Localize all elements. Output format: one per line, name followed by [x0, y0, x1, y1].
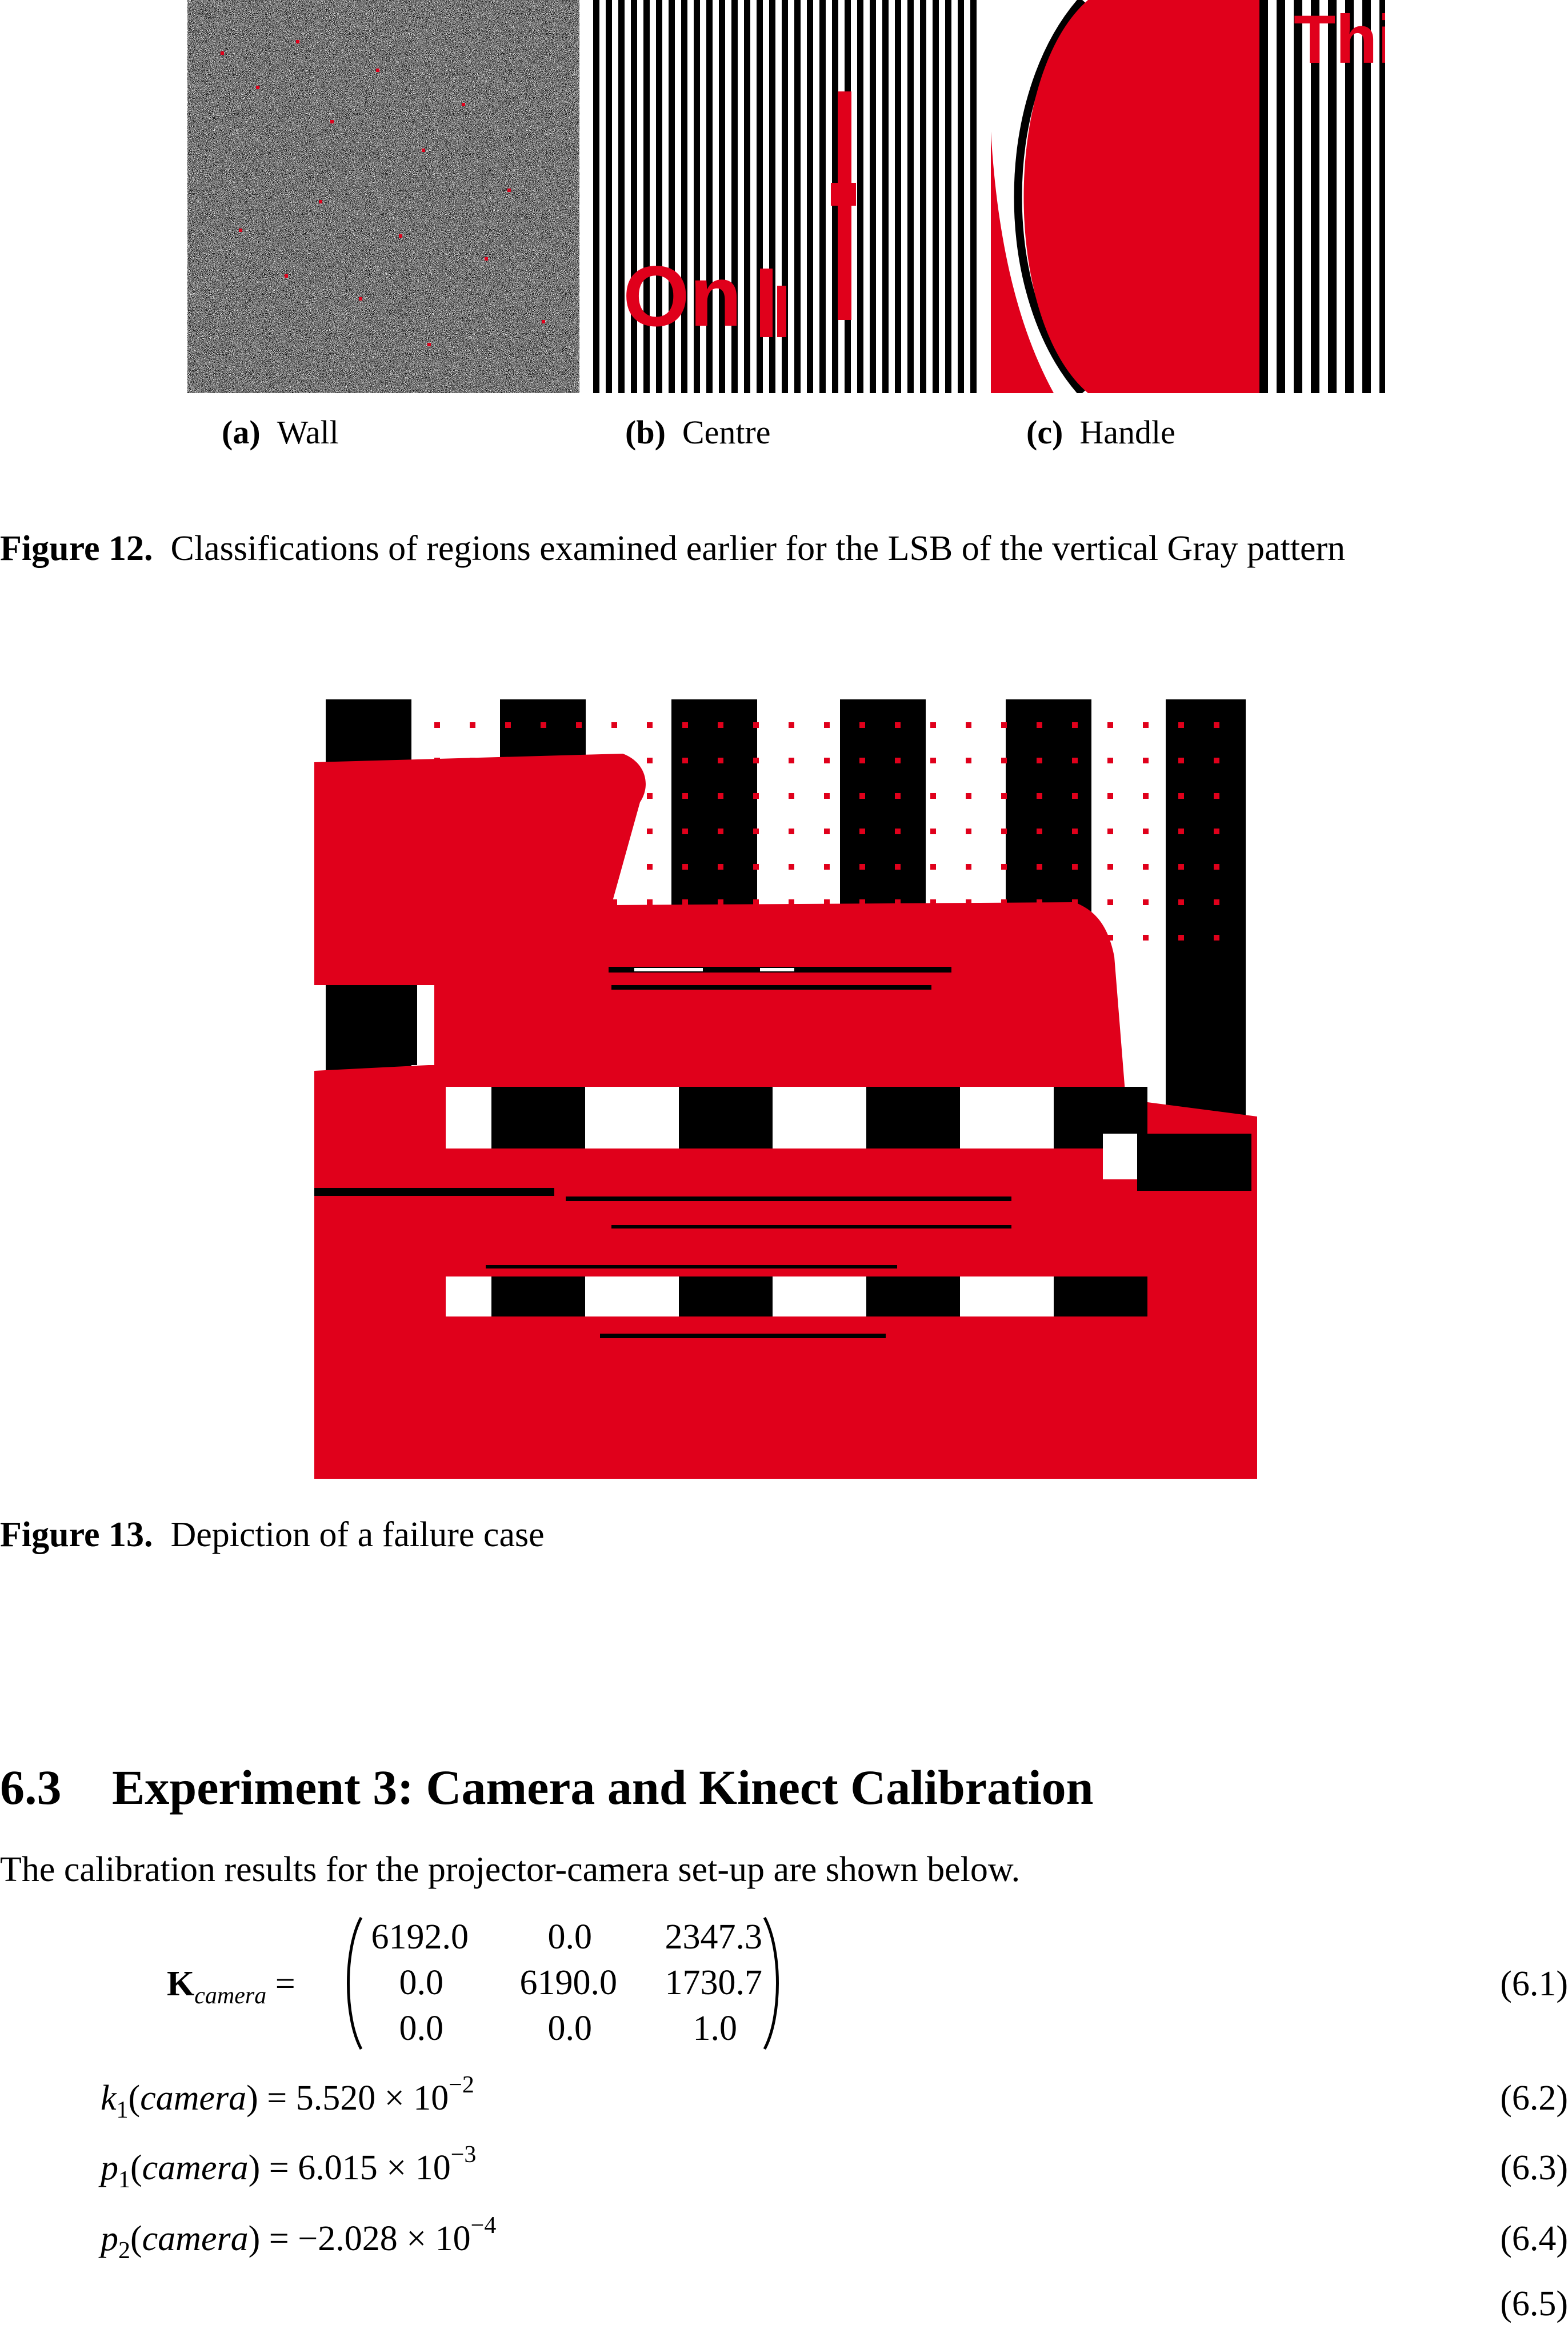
k1-value: 5.520: [295, 2079, 376, 2118]
subcaption-b-label: (b): [625, 414, 666, 451]
section-intro: The calibration results for the projecto…: [0, 1850, 1021, 1889]
figure-12: On Thi (a) Wall (b) Centre (c) Handle: [0, 0, 1568, 457]
wall-panel: [187, 0, 579, 393]
p1-symbol: p: [101, 2148, 118, 2187]
centre-red-text: On: [623, 248, 742, 344]
k1-subscript: 1: [116, 2097, 129, 2123]
equation-6-1-lhs: Kcamera =: [167, 1964, 295, 2009]
p2-exponent: −4: [470, 2212, 497, 2239]
figure-13-caption-label: Figure 13.: [0, 1515, 153, 1554]
k1-exponent: −2: [449, 2072, 474, 2098]
section-heading: 6.3 Experiment 3: Camera and Kinect Calib…: [0, 1759, 1093, 1816]
matrix-cell: 0.0: [547, 1918, 593, 1956]
equation-number-6-2: (6.2): [1500, 2079, 1568, 2118]
matrix-brackets: [347, 1916, 779, 2050]
figure-12-caption: Figure 12. Classifications of regions ex…: [0, 527, 1345, 570]
k-matrix-subscript: camera: [194, 1983, 267, 2009]
equation-number-6-3: (6.3): [1500, 2148, 1568, 2187]
equation-6-4: p2(camera) = −2.028 × 10−4: [101, 2212, 497, 2264]
handle-panel: Thi: [991, 0, 1385, 393]
subcaption-c-text: Handle: [1079, 414, 1175, 451]
p1-argument: camera: [142, 2148, 249, 2187]
handle-classification-image: Thi: [991, 0, 1385, 393]
equation-number-6-1: (6.1): [1500, 1964, 1568, 2003]
figure-13-caption-text: Depiction of a failure case: [170, 1515, 545, 1554]
matrix-cell: 0.0: [399, 2009, 444, 2048]
subcaption-b: (b) Centre: [625, 413, 771, 453]
p1-exponent: −3: [450, 2142, 477, 2168]
failure-case-image: [314, 699, 1257, 1479]
equation-number-6-4: (6.4): [1500, 2219, 1568, 2258]
p2-subscript: 2: [118, 2238, 130, 2264]
figure-12-caption-label: Figure 12.: [0, 529, 153, 568]
matrix-cell: 6192.0: [371, 1918, 469, 1956]
camera-intrinsic-matrix: 6192.0 0.0 2347.3 0.0 6190.0 1730.7 0.0 …: [343, 1915, 783, 2051]
subcaption-c-label: (c): [1026, 414, 1063, 451]
figure-12-caption-text: Classifications of regions examined earl…: [170, 529, 1346, 568]
subcaption-b-text: Centre: [682, 414, 771, 451]
figure-13-caption: Figure 13. Depiction of a failure case: [0, 1513, 545, 1556]
matrix-cell: 1.0: [693, 2009, 738, 2048]
matrix-cell: 6190.0: [519, 1963, 618, 2002]
equation-6-3: p1(camera) = 6.015 × 10−3: [101, 2142, 477, 2193]
p1-subscript: 1: [118, 2167, 130, 2193]
p1-value: 6.015: [298, 2148, 378, 2187]
section-number: 6.3: [0, 1760, 62, 1815]
matrix-cell: 0.0: [399, 1963, 444, 2002]
matrix-cell: 1730.7: [665, 1963, 763, 2002]
p2-symbol: p: [101, 2219, 118, 2258]
handle-red-text: Thi: [1294, 1, 1385, 78]
subcaption-c: (c) Handle: [1026, 413, 1175, 453]
k1-argument: camera: [140, 2079, 247, 2118]
section-title: Experiment 3: Camera and Kinect Calibrat…: [112, 1760, 1094, 1815]
matrix-cell: 0.0: [547, 2009, 593, 2048]
figure-13: [314, 699, 1257, 1479]
wall-classification-image: [187, 0, 579, 393]
p2-value: −2.028: [298, 2219, 398, 2258]
equation-6-2: k1(camera) = 5.520 × 10−2: [101, 2072, 474, 2123]
subcaption-a-label: (a): [222, 414, 261, 451]
k-matrix-symbol: K: [167, 1964, 195, 2003]
equation-number-6-5: (6.5): [1500, 2284, 1568, 2323]
p2-argument: camera: [142, 2219, 249, 2258]
centre-classification-image: On: [589, 0, 982, 393]
centre-panel: On: [589, 0, 982, 393]
subcaption-a: (a) Wall: [222, 413, 339, 453]
matrix-cell: 2347.3: [665, 1918, 763, 1956]
subcaption-a-text: Wall: [277, 414, 339, 451]
k1-symbol: k: [101, 2079, 117, 2118]
